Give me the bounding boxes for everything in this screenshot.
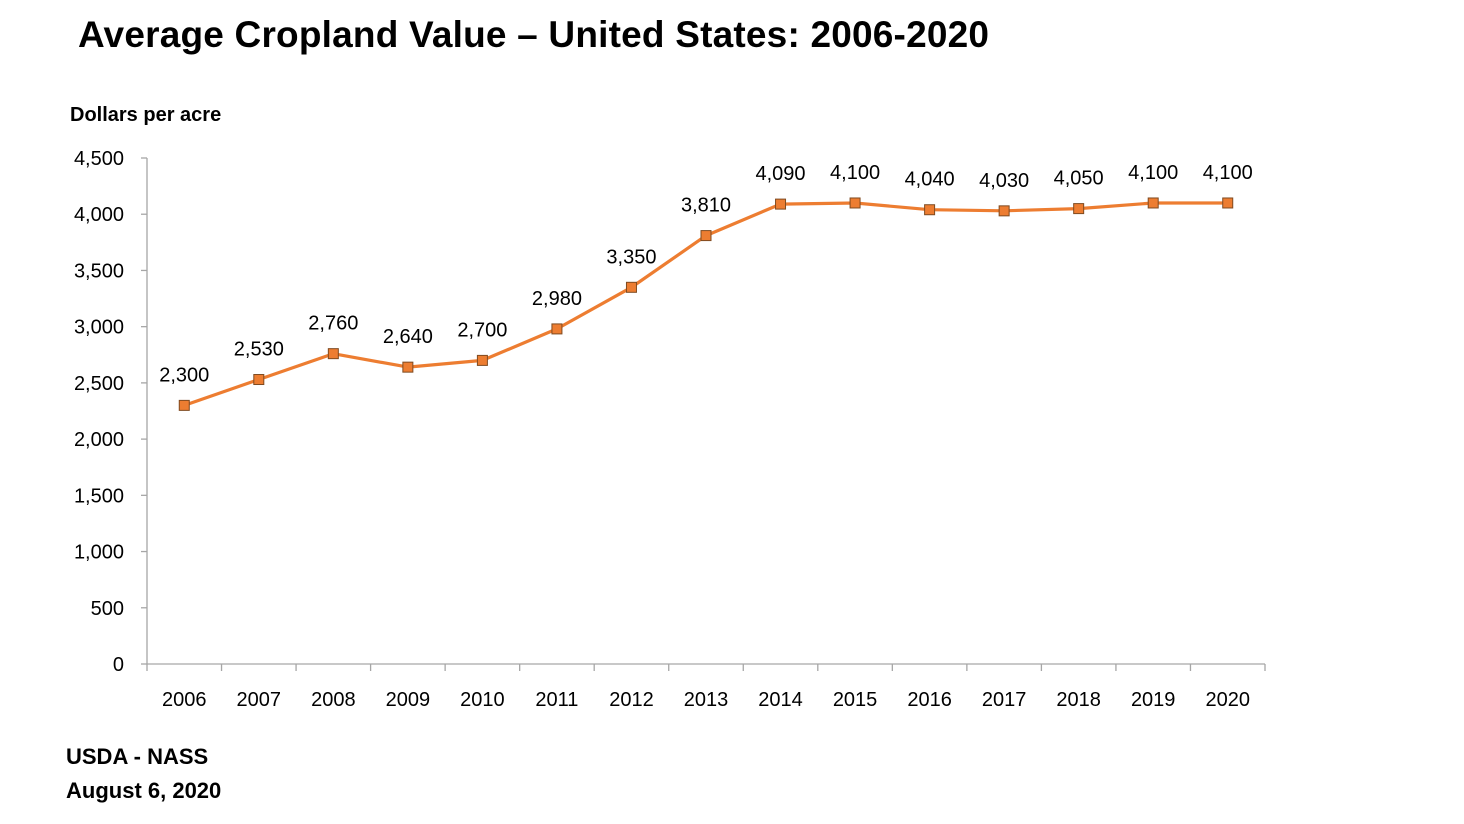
x-axis-ticks: 2006 2007 2008 2009 2010 2011 2012 2013 2014 2015… [146,664,1266,711]
y-tick-label: 1,000 [74,542,124,564]
x-tick-label: 2010 [460,689,505,711]
data-label: 2,530 [234,339,284,361]
y-tick-label: 2,000 [74,429,124,451]
x-tick-label: 2019 [1131,689,1176,711]
data-point-marker [476,354,488,366]
data-label: 2,640 [383,326,433,348]
data-label: 2,980 [532,288,582,310]
source-date: August 6, 2020 [66,778,222,803]
data-label: 4,090 [756,163,806,185]
data-label: 4,100 [1203,162,1253,184]
data-label: 4,050 [1054,168,1104,190]
x-tick-label: 2011 [535,689,578,711]
y-tick-label: 1,500 [74,485,124,507]
x-tick-label: 2015 [833,689,878,711]
data-point-marker [849,197,861,209]
data-label: 4,100 [1128,162,1178,184]
data-point-marker [1073,203,1085,215]
data-point-marker [327,348,339,360]
chart-title: Average Cropland Value – United States: … [78,14,990,55]
data-point-marker [775,198,787,210]
x-tick-label: 2008 [311,689,356,711]
source-agency: USDA - NASS [66,744,209,769]
y-tick-label: 4,000 [74,204,124,226]
x-tick-label: 2014 [758,689,803,711]
x-tick-label: 2016 [907,689,952,711]
x-tick-label: 2007 [237,689,282,711]
x-tick-label: 2009 [386,689,431,711]
y-tick-label: 2,500 [74,373,124,395]
chart-axes [146,158,1265,665]
data-point-marker [253,374,265,386]
data-point-marker [1222,197,1234,209]
data-label: 4,100 [830,162,880,184]
x-tick-label: 2013 [684,689,729,711]
x-tick-label: 2006 [162,689,207,711]
x-tick-label: 2020 [1205,689,1250,711]
x-tick-label: 2017 [982,689,1027,711]
data-point-marker [625,281,637,293]
data-point-marker [551,323,563,335]
y-axis-ticks: 0 500 1,000 1,500 2,000 2,500 3,000 3,500 4,000 4… [74,148,147,676]
data-label: 4,040 [905,169,955,191]
x-tick-label: 2018 [1056,689,1101,711]
data-point-marker [402,361,414,373]
data-point-marker [1147,197,1159,209]
data-label: 3,350 [606,246,656,268]
data-label: 3,810 [681,195,731,217]
data-point-marker [700,230,712,242]
y-tick-label: 500 [91,598,124,620]
x-tick-label: 2012 [609,689,654,711]
data-label: 2,700 [457,319,507,341]
data-label: 4,030 [979,170,1029,192]
data-label: 2,300 [159,364,209,386]
data-label: 2,760 [308,313,358,335]
y-tick-label: 4,500 [74,148,124,170]
y-axis-label: Dollars per acre [70,104,222,126]
data-point-marker [178,399,190,411]
y-tick-label: 3,000 [74,317,124,339]
y-tick-label: 3,500 [74,260,124,282]
data-labels: 2,300 2,530 2,760 2,640 2,700 2,980 3,350 3,810… [159,162,1253,386]
data-series [178,197,1234,411]
source-note: USDA - NASS August 6, 2020 [66,740,221,808]
y-tick-label: 0 [113,654,124,676]
data-point-marker [998,205,1010,217]
data-point-marker [924,204,936,216]
